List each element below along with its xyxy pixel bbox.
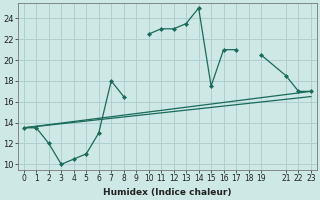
X-axis label: Humidex (Indice chaleur): Humidex (Indice chaleur) [103, 188, 232, 197]
